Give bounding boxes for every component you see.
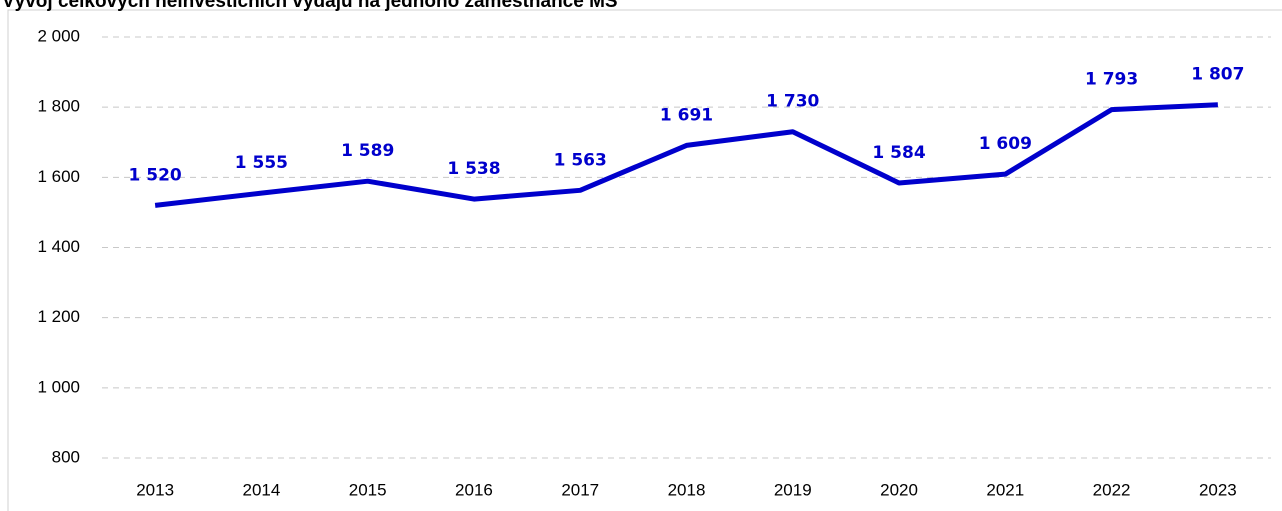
y-tick-label: 2 000 [37,26,80,45]
x-tick-label: 2016 [455,480,493,499]
data-label: 1 609 [979,134,1032,154]
series-line [154,102,1218,208]
x-tick-label: 2020 [880,480,918,499]
data-label: 1 730 [766,92,819,112]
y-tick-label: 1 600 [37,167,80,186]
x-tick-label: 2019 [774,480,812,499]
data-label: 1 691 [660,105,713,125]
data-label: 1 807 [1191,65,1244,85]
data-label: 1 520 [129,165,182,185]
x-tick-label: 2015 [349,480,387,499]
x-tick-label: 2022 [1093,480,1131,499]
data-label: 1 538 [447,159,500,179]
data-label: 1 584 [872,143,925,163]
x-tick-label: 2023 [1199,480,1237,499]
x-tick-label: 2014 [242,480,280,499]
y-tick-label: 1 200 [37,307,80,326]
x-tick-label: 2018 [668,480,706,499]
y-tick-label: 800 [52,447,80,466]
x-tick-label: 2017 [561,480,599,499]
data-label: 1 793 [1085,70,1138,90]
y-tick-label: 1 000 [37,377,80,396]
chart-title: Vývoj celkových neinvestičních výdajů na… [2,0,618,12]
x-tick-label: 2013 [136,480,174,499]
data-label: 1 563 [554,150,607,170]
y-tick-label: 1 800 [37,97,80,116]
data-label: 1 555 [235,153,288,173]
data-label: 1 589 [341,141,394,161]
x-tick-label: 2021 [986,480,1024,499]
y-tick-label: 1 400 [37,237,80,256]
chart-frame [7,9,1282,511]
